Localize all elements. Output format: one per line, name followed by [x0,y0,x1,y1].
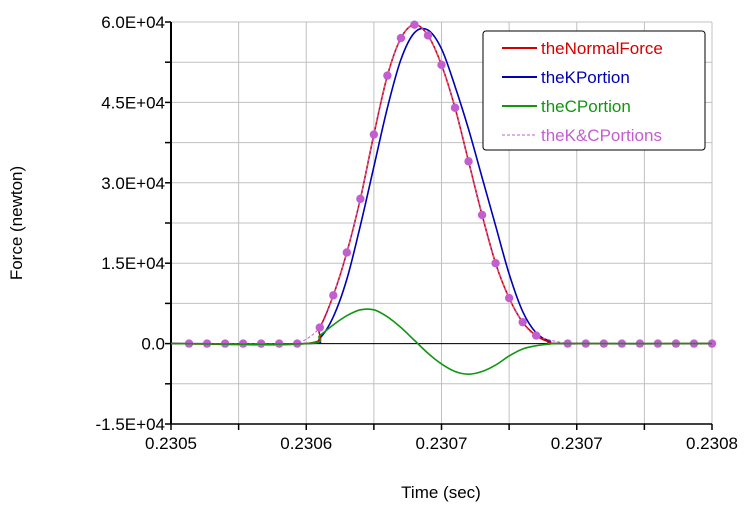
x-axis-label: Time (sec) [401,483,481,502]
data-point-marker [342,248,352,257]
x-tick-label: 0.2307 [416,434,468,453]
data-point-marker [491,259,500,268]
data-point-marker [356,194,365,204]
data-point-marker [369,130,379,139]
data-point-marker [450,103,460,112]
data-point-marker [531,331,541,340]
data-point-marker [504,293,514,303]
data-point-marker [437,60,446,70]
x-tick-label: 0.2307 [551,434,603,453]
data-point-marker [477,210,487,220]
y-tick-label: 0.0 [141,335,165,354]
x-tick-label: 0.2306 [280,434,332,453]
y-tick-label: 3.0E+04 [101,174,165,193]
data-point-marker [410,20,419,29]
y-tick-label: 1.5E+04 [101,254,165,273]
legend-label: theKPortion [541,68,630,87]
data-point-marker [518,317,527,327]
series-layer [170,20,717,375]
legend-label: theK&CPortions [541,126,662,145]
legend-label: theCPortion [541,97,631,116]
data-point-marker [329,291,338,300]
data-point-marker [383,71,392,80]
data-point-marker [464,157,473,166]
y-tick-label: 6.0E+04 [101,13,165,32]
tick-labels: 0.2305 0.2306 0.2307 0.2307 0.2308 6.0E+04 4.5… [96,13,738,453]
y-tick-label: -1.5E+04 [96,415,165,434]
data-point-marker [396,33,406,43]
x-tick-label: 0.2305 [145,434,197,453]
y-tick-label: 4.5E+04 [101,93,165,112]
y-axis-label: Force (newton) [7,166,26,280]
series-line-theCPortion [170,308,713,375]
legend: theNormalForce theKPortion theCPortion theK… [482,30,706,151]
legend-label: theNormalForce [541,39,663,58]
legend-box [482,30,706,151]
data-point-marker [315,323,324,332]
x-tick-label: 0.2308 [686,434,738,453]
data-point-marker [423,31,433,40]
